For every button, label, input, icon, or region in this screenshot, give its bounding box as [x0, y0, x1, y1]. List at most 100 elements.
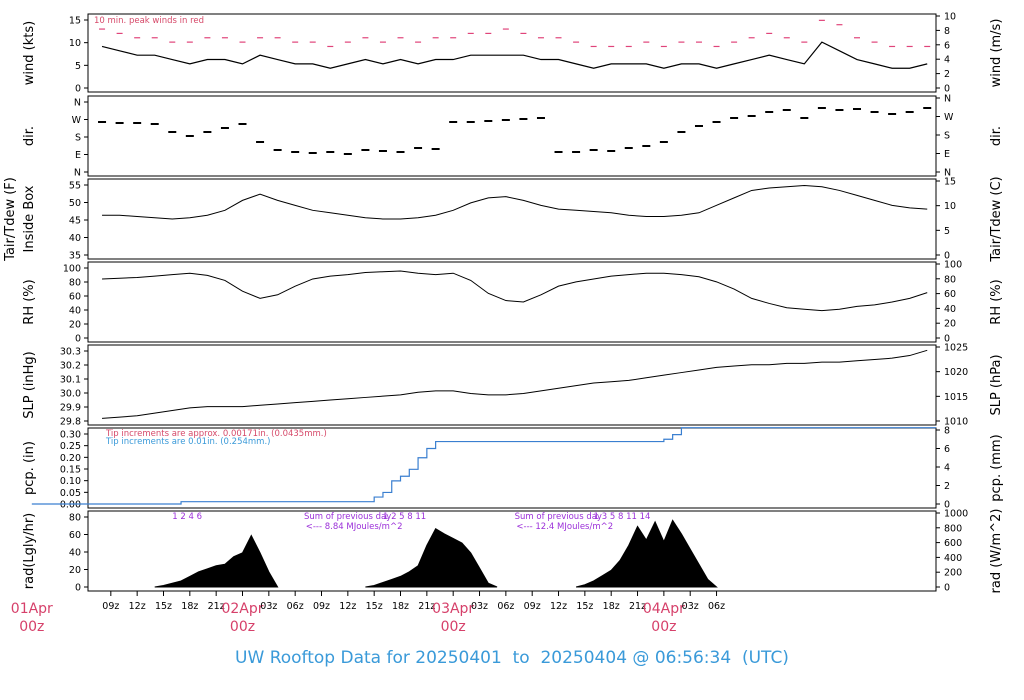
x-axis-hour-label: 09z	[524, 601, 541, 612]
x-axis-hour-label: 12z	[550, 601, 567, 612]
x-axis-date-label: 02Apr	[221, 601, 263, 617]
pcp-left-axis-label: pcp. (in)	[22, 441, 37, 495]
pcp-tick-label: 4	[944, 463, 950, 474]
wind-direction-point	[203, 131, 212, 133]
rh-tick-label: 80	[944, 274, 956, 285]
wind-direction-point	[361, 149, 370, 151]
wind-tick-label: 4	[944, 55, 950, 66]
wind-direction-point	[168, 131, 177, 133]
x-axis-date-hour-label: 00z	[651, 619, 676, 635]
wind-direction-point	[396, 151, 405, 153]
wind-tick-label: 10	[69, 38, 81, 49]
pcp-tick-label: 0	[944, 500, 950, 511]
wind-direction-point	[905, 111, 914, 113]
sea-level-pressure-line	[102, 349, 928, 419]
x-axis-hour-label: 21z	[629, 601, 646, 612]
wind-tick-label: 10	[944, 12, 956, 23]
rad-tick-label: 400	[944, 553, 962, 564]
x-axis-hour-label: 15z	[366, 601, 383, 612]
x-axis-hour-label: 15z	[155, 601, 172, 612]
rad-sum-note-2-title: Sum of previous day	[515, 512, 602, 522]
dir-tick-label: W	[72, 115, 82, 126]
tip-increment-note: Tip increments are 0.01in. (0.254mm.)	[105, 437, 270, 447]
x-axis-date-hour-label: 00z	[230, 619, 255, 635]
wind-direction-point	[150, 123, 159, 125]
slp-right-axis-label: SLP (hPa)	[989, 354, 1004, 415]
dir-tick-label: N	[74, 98, 81, 109]
wind-direction-point	[449, 121, 458, 123]
slp-tick-label: 30.0	[60, 389, 81, 400]
x-axis-first-date-label: 01Apr	[11, 601, 53, 617]
pcp-tick-label: 0.00	[60, 500, 81, 511]
wind-direction-point	[98, 121, 107, 123]
dir-tick-label: S	[944, 131, 950, 142]
wind-direction-point	[589, 149, 598, 151]
rad-hour-marks-day2: 1 2 5 8 11	[383, 512, 426, 522]
pcp-tick-label: 0.30	[60, 430, 81, 441]
slp-tick-label: 30.1	[60, 375, 81, 386]
wind-direction-point	[694, 125, 703, 127]
wind-direction-point	[466, 121, 475, 123]
wind-direction-point	[817, 107, 826, 109]
wind-direction-point	[185, 135, 194, 137]
wind-direction-point	[642, 145, 651, 147]
rad-sum-note-1-value: <--- 8.84 MJoules/m^2	[306, 522, 403, 532]
x-axis-hour-label: 15z	[576, 601, 593, 612]
pcp-tick-label: 2	[944, 481, 950, 492]
temp-tick-label: 55	[69, 181, 81, 192]
temp-tick-label: 15	[944, 177, 956, 188]
wind-direction-point	[852, 108, 861, 110]
wind-direction-point	[607, 150, 616, 152]
wind-direction-point	[888, 113, 897, 115]
wind-direction-point	[536, 117, 545, 119]
wind-direction-point	[800, 117, 809, 119]
dir-tick-label: E	[944, 149, 950, 160]
wind-direction-point	[712, 121, 721, 123]
dir-right-axis-label: dir.	[989, 126, 1004, 146]
x-axis-hour-label: 21z	[208, 601, 225, 612]
wind-direction-point	[343, 153, 352, 155]
slp-left-axis-label: SLP (inHg)	[22, 351, 37, 419]
x-axis-hour-label: 12z	[339, 601, 356, 612]
rad-tick-label: 600	[944, 538, 962, 549]
dir-tick-label: N	[944, 94, 951, 105]
wind-direction-point	[730, 117, 739, 119]
wind-direction-point	[624, 147, 633, 149]
pcp-tick-label: 8	[944, 426, 950, 437]
rh-tick-label: 40	[944, 304, 956, 315]
wind-direction-point	[677, 131, 686, 133]
pcp-tick-label: 0.25	[60, 441, 81, 452]
wind-direction-point	[133, 122, 142, 124]
dir-panel-frame	[87, 95, 937, 177]
wind-tick-label: 0	[944, 84, 950, 95]
slp-tick-label: 30.2	[60, 361, 81, 372]
x-axis-first-date-hour-label: 00z	[19, 619, 44, 635]
rh-tick-label: 0	[75, 334, 81, 345]
rh-tick-label: 20	[944, 319, 956, 330]
rad-tick-label: 200	[944, 568, 962, 579]
x-axis-hour-label: 12z	[129, 601, 146, 612]
wind-direction-point	[519, 118, 528, 120]
slp-tick-label: 29.8	[60, 417, 81, 428]
wind-direction-point	[572, 151, 581, 153]
wind-tick-label: 6	[944, 40, 950, 51]
slp-tick-label: 30.3	[60, 347, 81, 358]
temp-tick-label: 45	[69, 216, 81, 227]
dir-tick-label: E	[75, 150, 81, 161]
x-axis-hour-label: 09z	[313, 601, 330, 612]
wind-direction-point	[431, 148, 440, 150]
wind-direction-point	[501, 119, 510, 121]
pcp-panel-frame	[87, 427, 937, 509]
x-axis-hour-label: 18z	[392, 601, 409, 612]
x-axis-hour-label: 06z	[497, 601, 514, 612]
dir-tick-label: N	[944, 168, 951, 179]
wind-direction-point	[747, 115, 756, 117]
rad-tick-label: 40	[69, 548, 81, 559]
x-axis-hour-label: 06z	[287, 601, 304, 612]
rad-left-axis-label: rad(Lgly/hr)	[22, 513, 37, 589]
rh-left-axis-label: RH (%)	[22, 279, 37, 324]
x-axis-date-hour-label: 00z	[441, 619, 466, 635]
dir-tick-label: W	[944, 112, 954, 123]
wind-direction-point	[378, 150, 387, 152]
